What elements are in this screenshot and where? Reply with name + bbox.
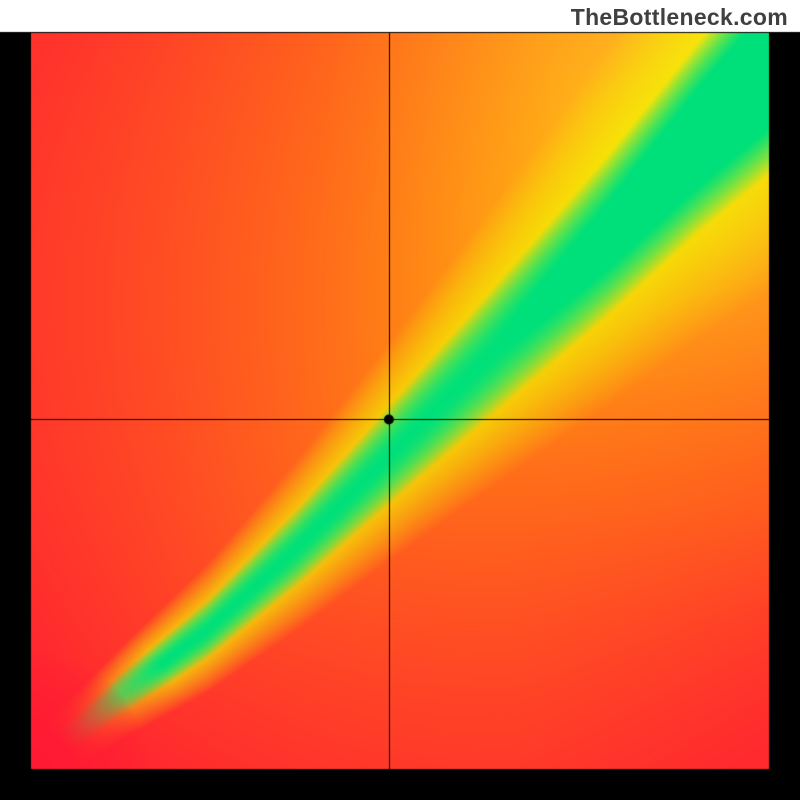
watermark-text: TheBottleneck.com — [571, 4, 788, 31]
bottleneck-heatmap — [0, 0, 800, 800]
chart-container: TheBottleneck.com — [0, 0, 800, 800]
